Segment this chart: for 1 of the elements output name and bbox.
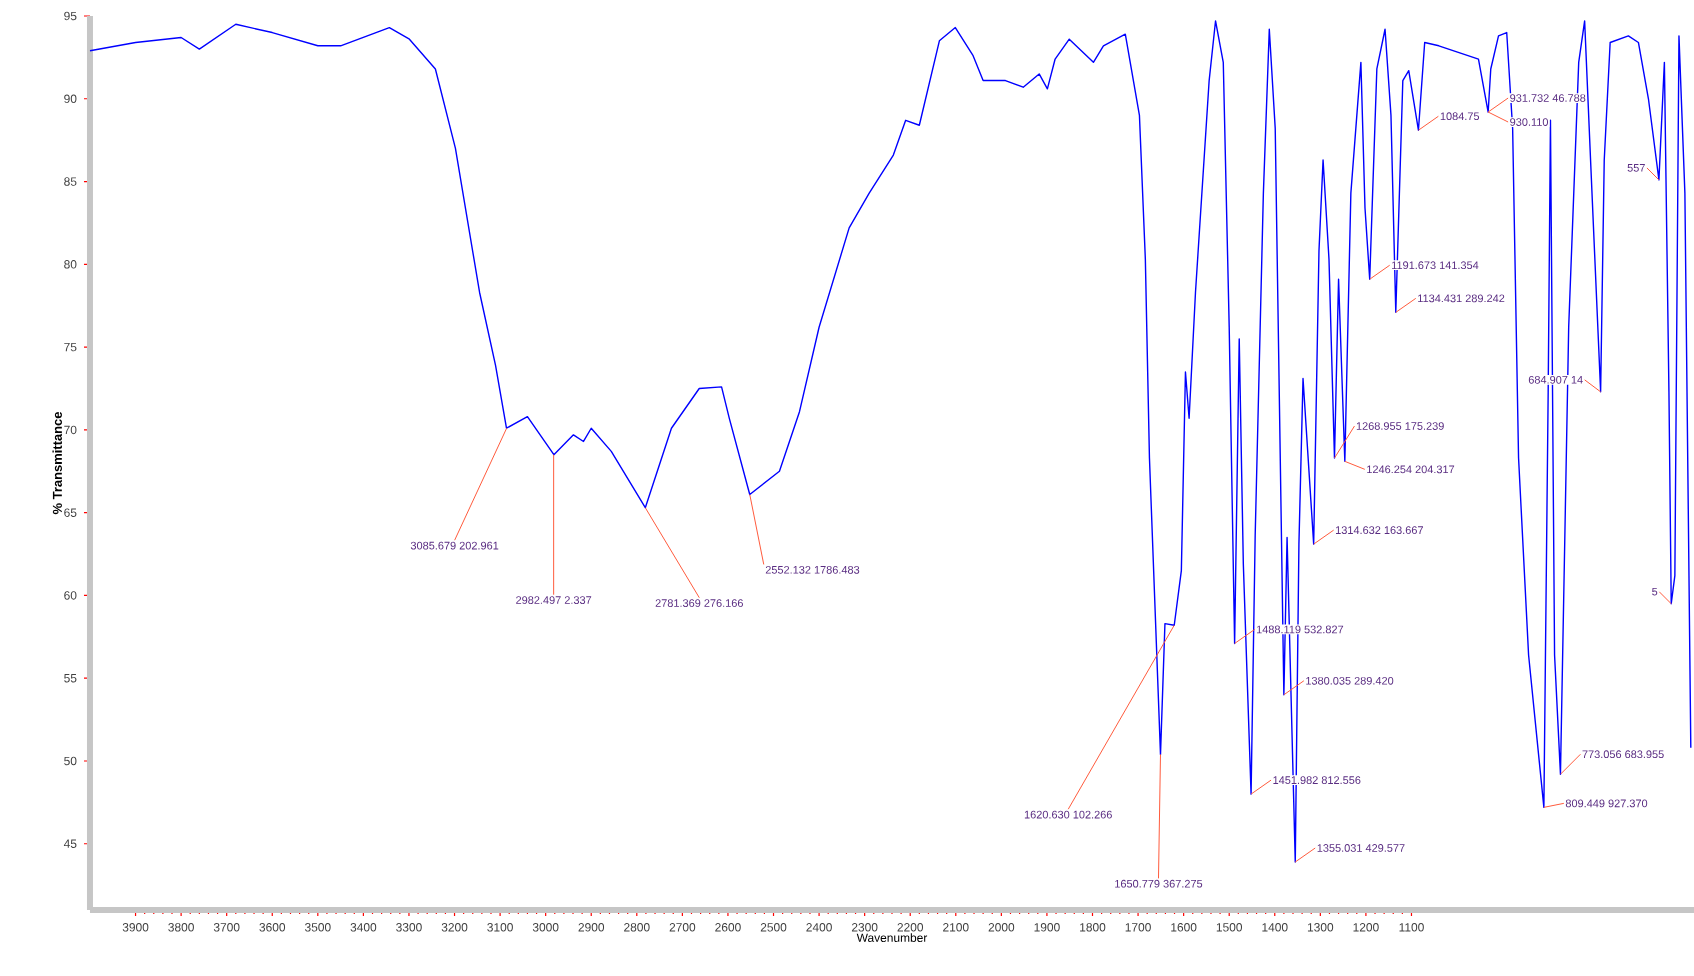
line-series (89, 20, 1692, 863)
